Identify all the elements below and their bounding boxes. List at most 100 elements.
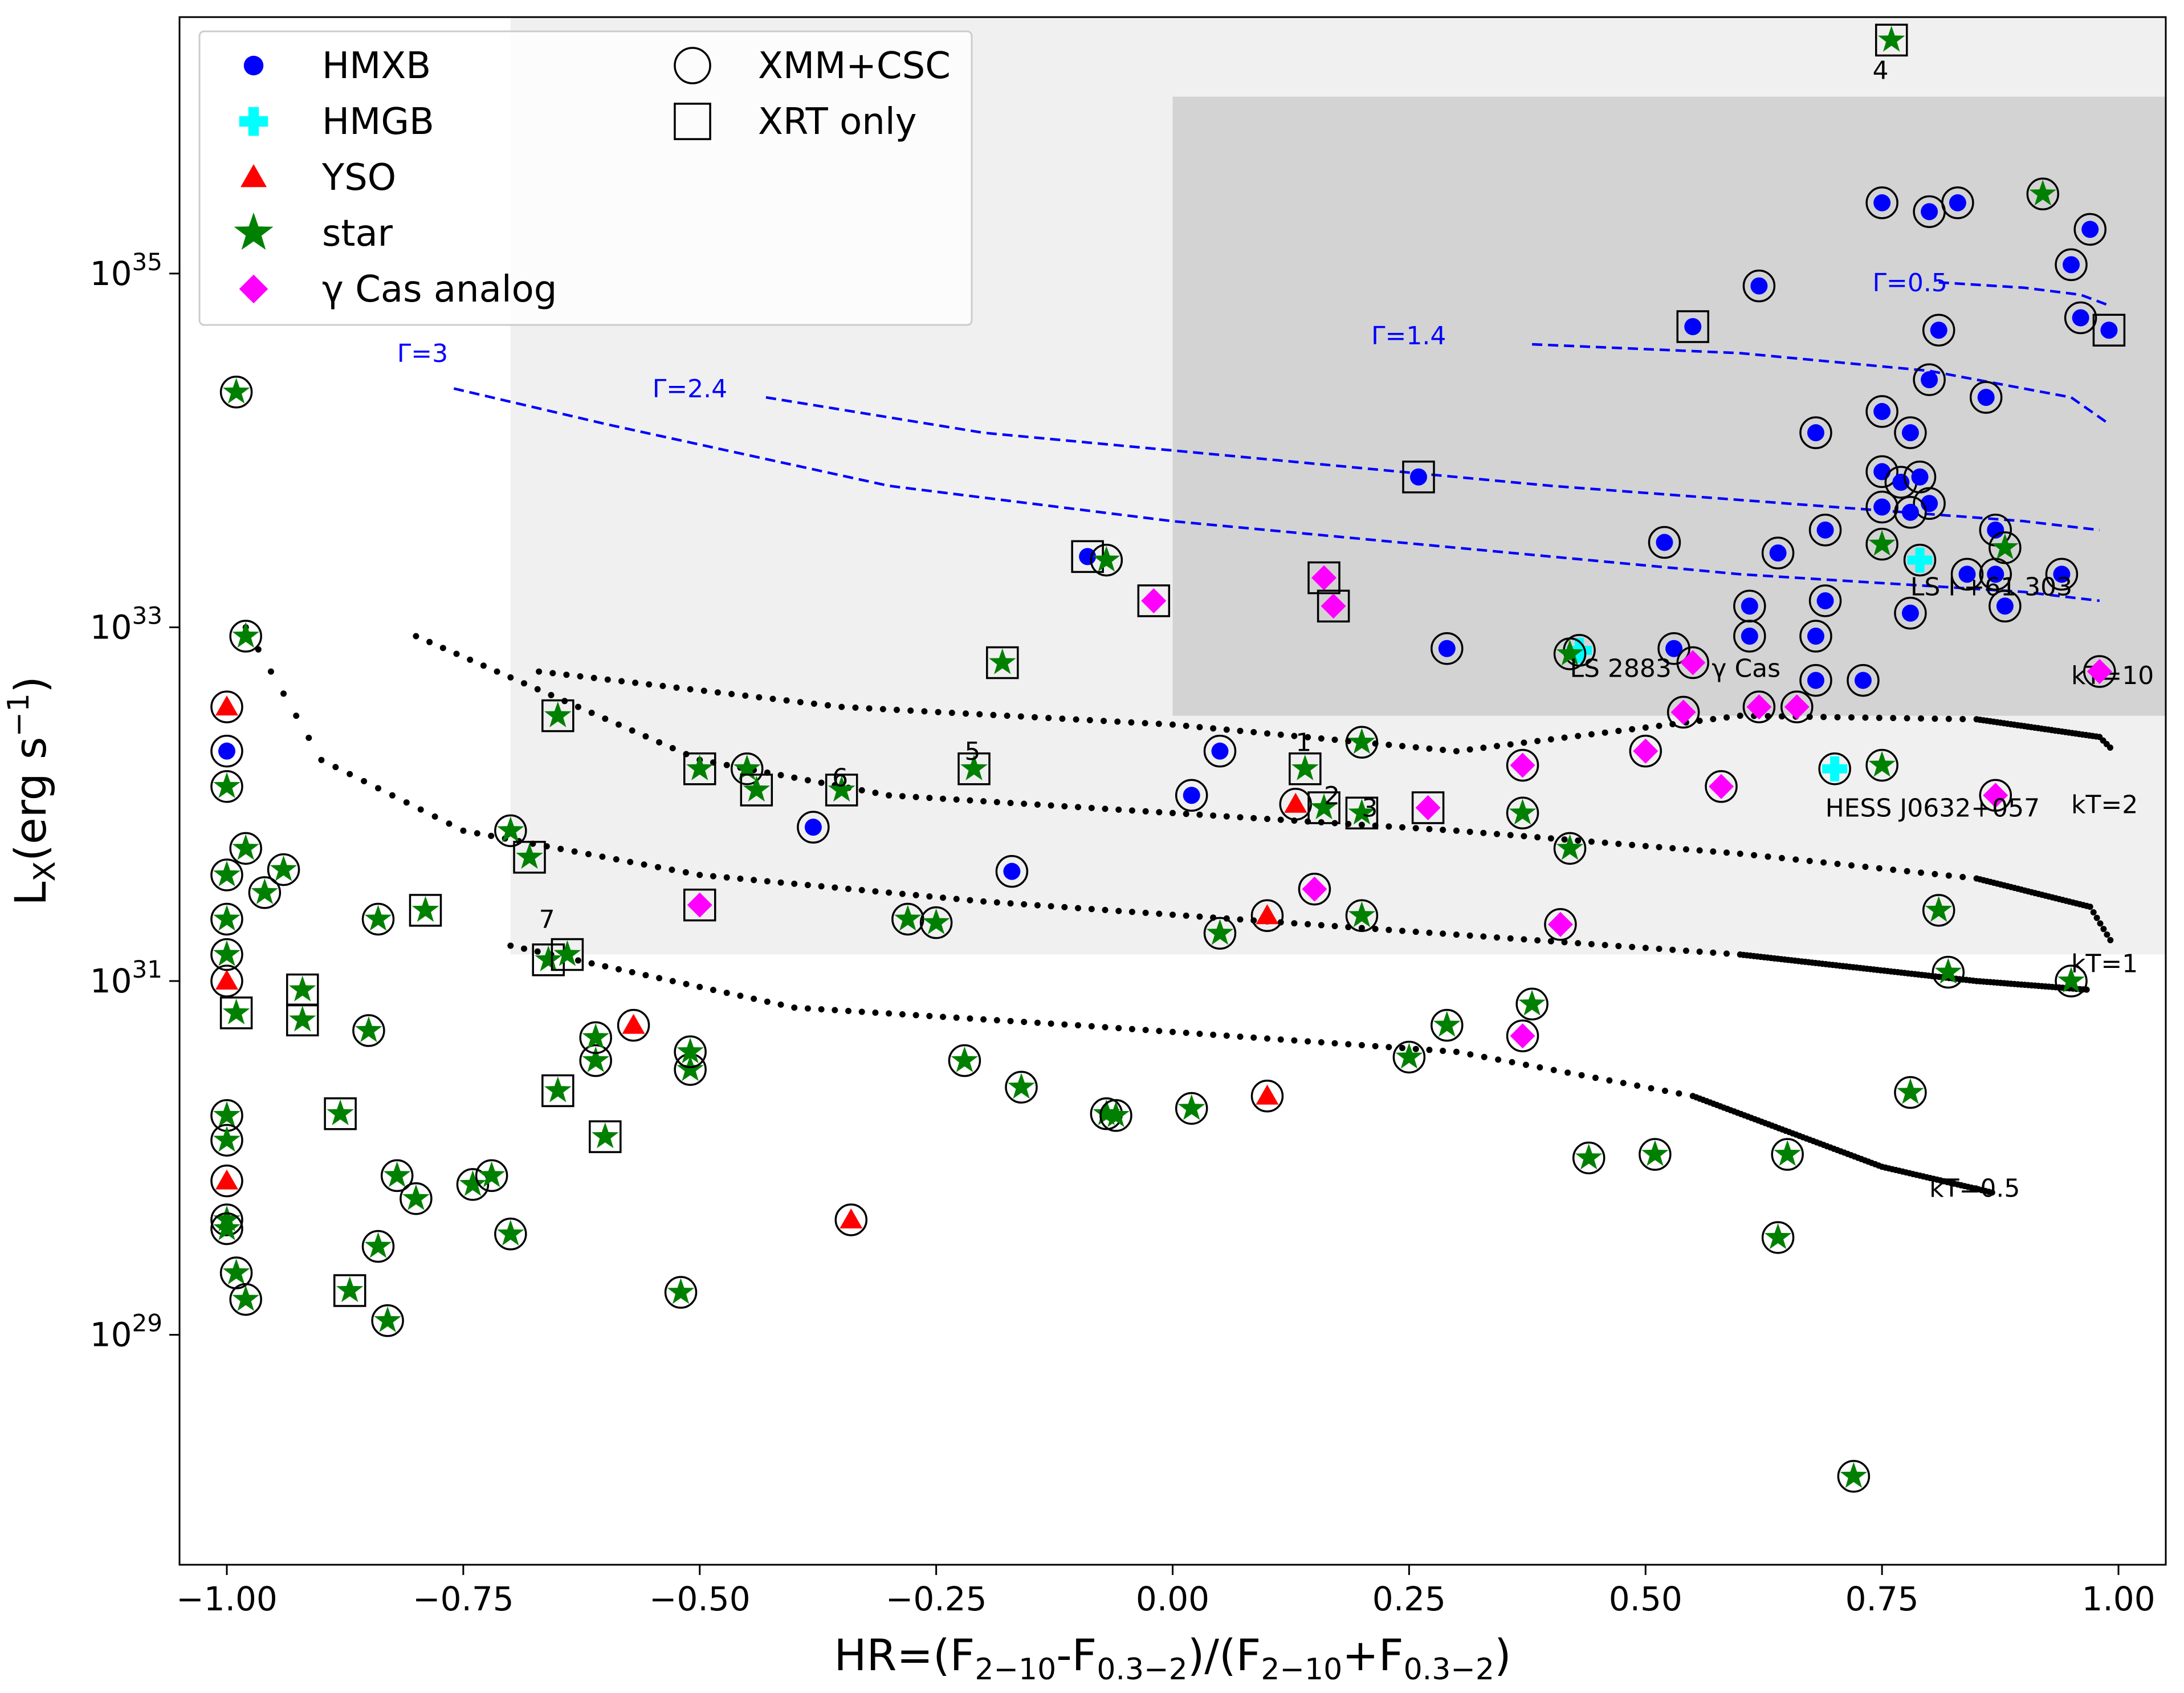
thermal-dot bbox=[1426, 825, 1433, 832]
thermal-dot bbox=[756, 694, 763, 701]
powerlaw-label: Γ=2.4 bbox=[653, 375, 727, 404]
xmm-csc-outline bbox=[1799, 664, 1832, 697]
thermal-dot bbox=[1723, 849, 1730, 856]
thermal-dot bbox=[507, 942, 514, 949]
thermal-dot bbox=[1073, 716, 1079, 723]
gcas-marker bbox=[1321, 593, 1346, 619]
xmm-csc-outline bbox=[1676, 646, 1709, 679]
thermal-dot bbox=[534, 948, 541, 955]
thermal-dot bbox=[1061, 1021, 1068, 1028]
point-star bbox=[286, 973, 319, 1007]
xmm-csc-outline bbox=[1894, 596, 1927, 630]
thermal-dot bbox=[1075, 804, 1081, 811]
xrt-only-outline bbox=[1307, 561, 1340, 595]
point-star bbox=[730, 752, 764, 786]
legend-entry: star bbox=[234, 212, 393, 255]
thermal-dot bbox=[494, 668, 500, 675]
xmm-csc-outline bbox=[371, 1304, 404, 1337]
xmm-csc-outline bbox=[579, 1044, 612, 1077]
point-star bbox=[1865, 527, 1898, 561]
thermal-dot bbox=[1318, 922, 1325, 929]
thermal-dot bbox=[1075, 905, 1081, 911]
gcas-marker bbox=[1784, 694, 1810, 720]
thermal-dot bbox=[1237, 814, 1244, 821]
point-star bbox=[248, 876, 282, 909]
point-star bbox=[210, 1212, 243, 1246]
point-star bbox=[674, 1053, 707, 1086]
star-marker bbox=[1433, 1011, 1461, 1037]
thermal-dot bbox=[1196, 724, 1203, 731]
thermal-dot bbox=[912, 1012, 919, 1019]
thermal-dot bbox=[769, 695, 776, 702]
point-hmxb bbox=[1865, 186, 1898, 219]
thermal-dot bbox=[460, 827, 467, 834]
point-hmxb bbox=[2055, 248, 2088, 282]
axis-ticks: −1.00 −0.75 −0.50 −0.25 0.00 0.25 0.50 0.75 1.00… bbox=[90, 248, 2156, 1618]
point-hmxb bbox=[1733, 620, 1766, 653]
xmm-csc-outline bbox=[456, 1168, 490, 1201]
thermal-dot bbox=[1547, 938, 1554, 945]
thermal-dot bbox=[467, 656, 474, 663]
thermal-dot bbox=[886, 792, 893, 799]
thermal-dot bbox=[1575, 940, 1582, 947]
thermal-dot bbox=[1250, 729, 1257, 735]
thermal-dot bbox=[453, 650, 460, 657]
thermal-dot bbox=[1578, 1072, 1585, 1079]
thermal-dot bbox=[710, 987, 716, 994]
thermal-dot bbox=[521, 945, 527, 952]
xmm-csc-outline bbox=[834, 1203, 868, 1236]
thermal-dot bbox=[866, 705, 873, 712]
xmm-csc-outline bbox=[219, 376, 253, 409]
thermal-dot bbox=[1170, 911, 1176, 918]
thermal-dot bbox=[1522, 1061, 1529, 1068]
hmxb-marker bbox=[1921, 203, 1938, 221]
xrt-only-outline bbox=[683, 888, 716, 922]
thermal-dot bbox=[1305, 734, 1311, 740]
thermal-dot bbox=[2097, 920, 2104, 927]
thermal-dot bbox=[1676, 1090, 1682, 1097]
thermal-dot bbox=[1521, 833, 1527, 840]
thermal-dot bbox=[683, 980, 690, 987]
annotation-label: γ Cas bbox=[1712, 654, 1780, 683]
star-marker bbox=[553, 940, 581, 966]
thermal-dot bbox=[1021, 800, 1028, 807]
point-hmxb bbox=[1431, 632, 1464, 665]
thermal-dot bbox=[993, 799, 1000, 805]
hmxb-marker bbox=[804, 819, 822, 836]
star-marker bbox=[497, 816, 524, 843]
xrt-only-outline bbox=[1411, 791, 1445, 824]
x-tick-label: −1.00 bbox=[176, 1580, 278, 1618]
thermal-dot bbox=[1170, 1028, 1176, 1035]
point-star bbox=[286, 1003, 319, 1037]
thermal-dot bbox=[1183, 912, 1189, 919]
legend-marker bbox=[239, 107, 268, 136]
thermal-dot bbox=[818, 1006, 825, 1013]
thermal-dot bbox=[1723, 714, 1730, 721]
thermal-dot bbox=[976, 711, 983, 718]
point-star bbox=[1875, 23, 1908, 57]
thermal-dot bbox=[641, 861, 647, 868]
point-star bbox=[352, 1014, 385, 1047]
thermal-dot bbox=[1183, 1029, 1189, 1036]
xmm-csc-outline bbox=[1808, 584, 1842, 617]
xmm-csc-outline bbox=[1515, 987, 1549, 1021]
thermal-dot bbox=[1386, 823, 1392, 830]
thermal-dot bbox=[1088, 906, 1095, 913]
hmxb-marker bbox=[1003, 862, 1021, 880]
xmm-csc-outline bbox=[1808, 514, 1842, 547]
thermal-dot bbox=[1142, 909, 1149, 916]
thermal-dot bbox=[872, 1010, 879, 1016]
hmxb-marker bbox=[1807, 628, 1824, 645]
thermal-dot bbox=[1318, 735, 1325, 742]
point-star bbox=[475, 1159, 508, 1193]
gcas-marker bbox=[1547, 911, 1573, 937]
point-yso bbox=[1279, 788, 1312, 821]
xmm-csc-outline bbox=[210, 1212, 243, 1246]
powerlaw-curve-2 bbox=[765, 396, 2100, 532]
xmm-csc-outline bbox=[1345, 899, 1379, 933]
star-marker bbox=[364, 1232, 392, 1258]
thermal-dot bbox=[1696, 949, 1703, 955]
thermal-dot bbox=[521, 680, 527, 687]
thermal-dot bbox=[1128, 909, 1135, 915]
